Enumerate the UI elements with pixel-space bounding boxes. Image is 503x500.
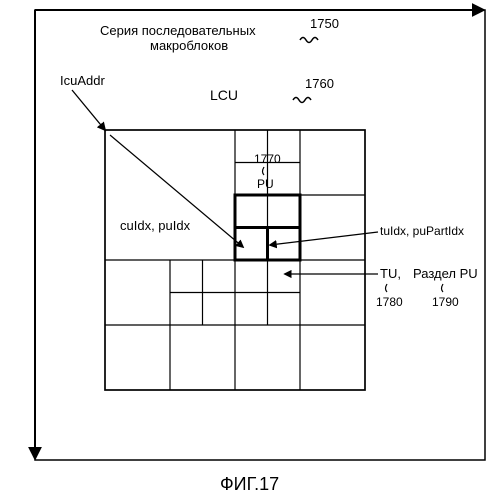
squiggle-1750 (300, 38, 318, 43)
brace-1790 (442, 284, 444, 292)
ref-1770: 1770 (254, 152, 281, 166)
ref-1750: 1750 (310, 16, 339, 31)
tuidx-pupartidx-label: tuIdx, puPartIdx (380, 224, 464, 238)
lcuaddr-label: IcuAddr (60, 73, 105, 88)
figure-label: ФИГ.17 (220, 474, 279, 494)
ref-1780: 1780 (376, 295, 403, 309)
razdel-pu-label: Раздел PU (413, 266, 478, 281)
ref-1790: 1790 (432, 295, 459, 309)
squiggle-1760 (293, 98, 311, 103)
series-label-line2: макроблоков (150, 38, 228, 53)
tuidx-arrow (270, 232, 378, 245)
lcuaddr-arrow (72, 90, 105, 130)
tu-label: TU, (380, 266, 401, 281)
brace-1780 (386, 284, 388, 292)
brace-1770 (263, 167, 265, 175)
lcu-label: LCU (210, 87, 238, 103)
cuidx-puidx-label: cuIdx, puIdx (120, 218, 191, 233)
ref-1760: 1760 (305, 76, 334, 91)
lcu-grid (105, 130, 365, 390)
series-label-line1: Серия последовательных (100, 23, 256, 38)
pu-label: PU (257, 177, 274, 191)
